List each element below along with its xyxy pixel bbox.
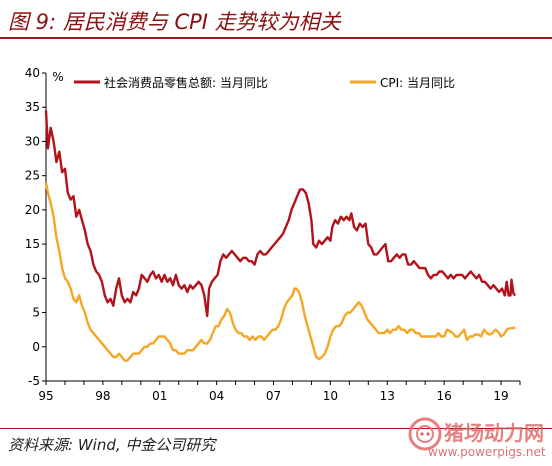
title-divider [0, 37, 552, 39]
legend-label: CPI: 当月同比 [380, 76, 455, 90]
line-chart: -5 0 5 10 15 20 25 30 35 40 % 95 98 01 04 07 10 13 16 19 社会… [25, 66, 521, 403]
source-note: 资料来源: Wind, 中金公司研究 [8, 436, 216, 454]
x-tick-label: 10 [323, 389, 338, 403]
x-tick-label: 19 [493, 389, 508, 403]
y-tick-label: 35 [25, 100, 40, 114]
y-tick-label: 0 [32, 340, 40, 354]
x-tick-label: 13 [380, 389, 395, 403]
y-tick-label: -5 [28, 374, 40, 388]
y-tick-label: 10 [25, 271, 40, 285]
retail-sales-yoy-line [44, 110, 517, 318]
watermark-url: www.powerpigs.net [428, 445, 546, 459]
y-tick-label: 5 [32, 306, 40, 320]
y-tick-label: 15 [25, 237, 40, 251]
x-tick-label: 95 [38, 389, 53, 403]
chart-axes: -5 0 5 10 15 20 25 30 35 40 % 95 98 01 04 07 10 13 16 19 [25, 66, 521, 403]
y-axis-label: % [52, 70, 63, 84]
y-tick-label: 30 [25, 134, 40, 148]
chart-title: 图 9: 居民消费与 CPI 走势较为相关 [8, 10, 341, 34]
x-tick-label: 01 [152, 389, 167, 403]
x-tick-label: 07 [266, 389, 281, 403]
x-tick-label: 04 [209, 389, 224, 403]
legend-label: 社会消费品零售总额: 当月同比 [104, 75, 268, 90]
source-divider [0, 428, 552, 429]
chart-legend: 社会消费品零售总额: 当月同比 CPI: 当月同比 [74, 75, 455, 90]
y-tick-label: 20 [25, 203, 40, 217]
y-tick-label: 40 [25, 66, 40, 80]
cpi-yoy-line [44, 182, 516, 362]
watermark: 猪场动力网 www.powerpigs.net [406, 415, 548, 463]
chart-series [44, 110, 517, 362]
pig-logo-icon [408, 417, 442, 451]
y-tick-label: 25 [25, 169, 40, 183]
x-tick-label: 98 [95, 389, 110, 403]
x-tick-label: 16 [437, 389, 452, 403]
watermark-name: 猪场动力网 [444, 421, 544, 445]
